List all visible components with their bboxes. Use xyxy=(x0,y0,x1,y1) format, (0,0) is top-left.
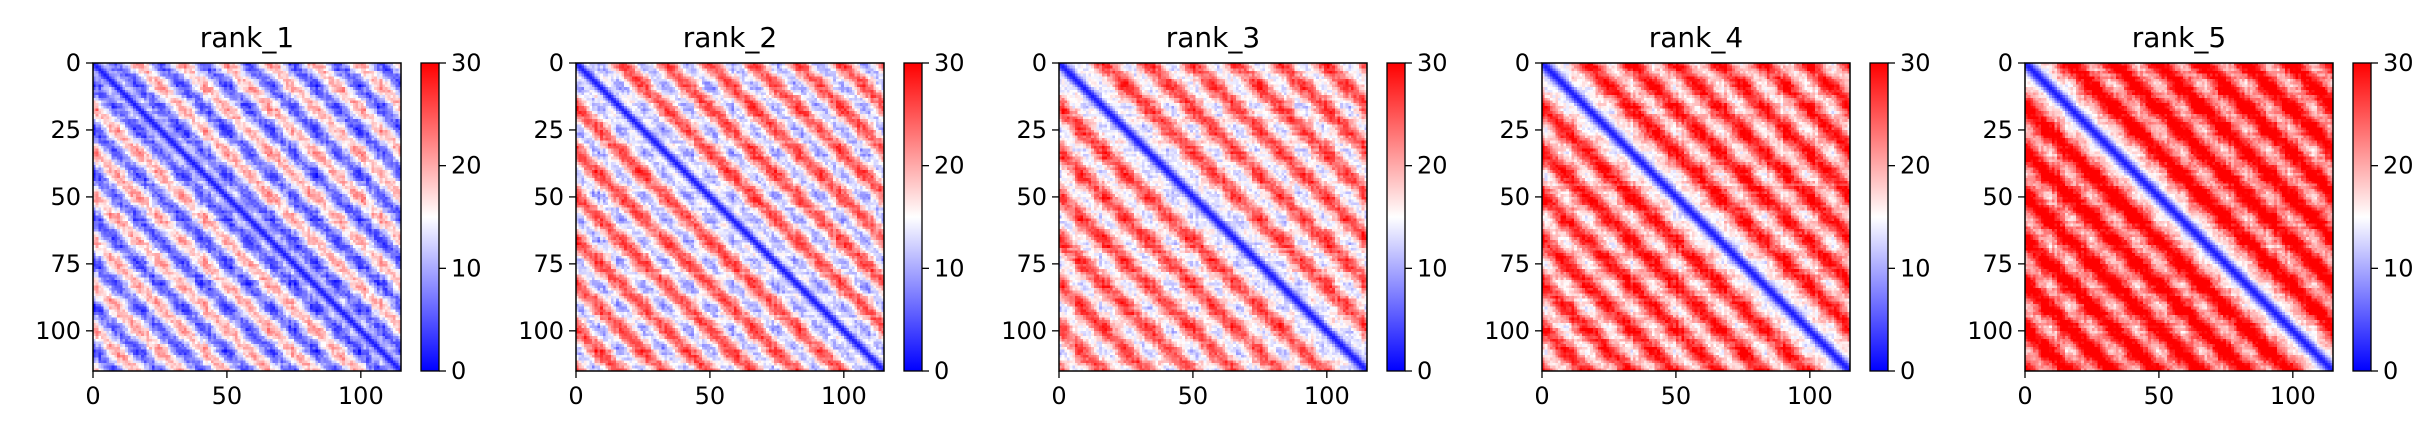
colorbar-tick-label: 30 xyxy=(451,49,482,77)
heatmap-panel-1: rank_1 0 50 100 0 25 50 75 100 0 10 20 30 xyxy=(35,21,481,410)
y-tick-label: 25 xyxy=(1982,116,2013,144)
y-tick-label: 75 xyxy=(50,250,81,278)
colorbar-tick-label: 10 xyxy=(1417,254,1448,282)
colorbar-tick-label: 20 xyxy=(1417,152,1448,180)
y-tick-label: 100 xyxy=(1967,317,2013,345)
y-tick-label: 25 xyxy=(1016,116,1047,144)
colorbar-tick-label: 10 xyxy=(2383,254,2414,282)
x-tick-label: 50 xyxy=(212,382,243,410)
panel-title: rank_2 xyxy=(683,21,777,54)
y-tick-label: 25 xyxy=(533,116,564,144)
y-tick-label: 25 xyxy=(50,116,81,144)
y-tick-label: 0 xyxy=(66,49,81,77)
y-tick-label: 50 xyxy=(533,183,564,211)
y-tick-label: 100 xyxy=(518,317,564,345)
colorbar-tick-label: 0 xyxy=(1417,357,1432,385)
plot-frame xyxy=(1058,62,1368,372)
y-tick-label: 50 xyxy=(1982,183,2013,211)
x-tick-label: 0 xyxy=(85,382,100,410)
colorbar-tick-label: 10 xyxy=(451,254,482,282)
plot-frame xyxy=(92,62,402,372)
y-tick-label: 100 xyxy=(1484,317,1530,345)
heatmap-panel-2: rank_2 0 50 100 0 25 50 75 100 0 10 20 30 xyxy=(518,21,964,410)
x-tick-label: 0 xyxy=(1534,382,1549,410)
heatmap-panel-5: rank_5 0 50 100 0 25 50 75 100 0 10 20 30 xyxy=(1967,21,2413,410)
plot-frame xyxy=(2024,62,2334,372)
colorbar-tick-label: 0 xyxy=(451,357,466,385)
panel-title: rank_1 xyxy=(200,21,294,54)
colorbar-tick-label: 0 xyxy=(2383,357,2398,385)
x-tick-label: 0 xyxy=(2017,382,2032,410)
colorbar-tick-label: 30 xyxy=(1417,49,1448,77)
y-tick-label: 100 xyxy=(1001,317,1047,345)
x-tick-label: 100 xyxy=(1787,382,1833,410)
colorbar-tick-label: 20 xyxy=(934,152,965,180)
x-tick-label: 100 xyxy=(2270,382,2316,410)
heatmap-image xyxy=(2025,63,2333,371)
colorbar xyxy=(1869,62,1889,372)
colorbar-tick-label: 20 xyxy=(1900,152,1931,180)
plot-frame xyxy=(1541,62,1851,372)
x-tick-label: 100 xyxy=(1304,382,1350,410)
heatmap-panel-4: rank_4 0 50 100 0 25 50 75 100 0 10 20 30 xyxy=(1484,21,1930,410)
y-tick-label: 50 xyxy=(1016,183,1047,211)
x-tick-label: 50 xyxy=(1661,382,1692,410)
y-tick-label: 75 xyxy=(1499,250,1530,278)
heatmap-panel-3: rank_3 0 50 100 0 25 50 75 100 0 10 20 30 xyxy=(1001,21,1447,410)
colorbar-tick-label: 20 xyxy=(451,152,482,180)
panel-title: rank_5 xyxy=(2132,21,2226,54)
colorbar-tick-label: 0 xyxy=(934,357,949,385)
panel-title: rank_3 xyxy=(1166,21,1260,54)
colorbar xyxy=(420,62,440,372)
y-tick-label: 50 xyxy=(50,183,81,211)
x-tick-label: 50 xyxy=(1178,382,1209,410)
y-tick-label: 0 xyxy=(549,49,564,77)
heatmap-image xyxy=(1059,63,1367,371)
y-tick-label: 75 xyxy=(533,250,564,278)
colorbar-tick-label: 30 xyxy=(1900,49,1931,77)
y-tick-label: 75 xyxy=(1982,250,2013,278)
colorbar-tick-label: 10 xyxy=(1900,254,1931,282)
colorbar xyxy=(2352,62,2372,372)
heatmap-image xyxy=(576,63,884,371)
colorbar-tick-label: 10 xyxy=(934,254,965,282)
y-tick-label: 25 xyxy=(1499,116,1530,144)
y-tick-label: 0 xyxy=(1515,49,1530,77)
x-tick-label: 100 xyxy=(821,382,867,410)
x-tick-label: 100 xyxy=(338,382,384,410)
y-tick-label: 0 xyxy=(1032,49,1047,77)
x-tick-label: 0 xyxy=(568,382,583,410)
colorbar-tick-label: 30 xyxy=(2383,49,2414,77)
y-tick-label: 50 xyxy=(1499,183,1530,211)
x-tick-label: 50 xyxy=(695,382,726,410)
x-tick-label: 0 xyxy=(1051,382,1066,410)
colorbar xyxy=(903,62,923,372)
colorbar xyxy=(1386,62,1406,372)
panel-title: rank_4 xyxy=(1649,21,1743,54)
y-tick-label: 75 xyxy=(1016,250,1047,278)
colorbar-tick-label: 0 xyxy=(1900,357,1915,385)
heatmap-image xyxy=(1542,63,1850,371)
heatmap-image xyxy=(93,63,401,371)
y-tick-label: 0 xyxy=(1998,49,2013,77)
y-tick-label: 100 xyxy=(35,317,81,345)
colorbar-tick-label: 20 xyxy=(2383,152,2414,180)
colorbar-tick-label: 30 xyxy=(934,49,965,77)
plot-frame xyxy=(575,62,885,372)
x-tick-label: 50 xyxy=(2144,382,2175,410)
